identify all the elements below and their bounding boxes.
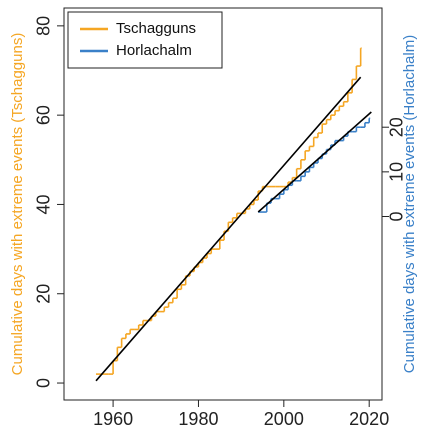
trend-line bbox=[257, 111, 372, 213]
y2-tick-label: 0 bbox=[387, 211, 407, 221]
y-tick-label: 20 bbox=[34, 284, 54, 304]
x-tick-label: 2020 bbox=[349, 409, 389, 429]
legend: Tschagguns Horlachalm bbox=[67, 11, 223, 69]
y-axis-label: Cumulative days with extreme events (Tsc… bbox=[9, 33, 26, 376]
legend-box bbox=[67, 11, 223, 69]
x-tick-label: 2000 bbox=[264, 409, 304, 429]
legend-label: Tschagguns bbox=[116, 20, 196, 37]
x-tick-label: 1980 bbox=[178, 409, 218, 429]
y2-tick-label: 20 bbox=[387, 117, 407, 137]
y2-tick-label: 10 bbox=[387, 162, 407, 182]
x-tick-label: 1960 bbox=[93, 409, 133, 429]
y-tick-label: 80 bbox=[34, 16, 54, 36]
y-tick-label: 40 bbox=[34, 194, 54, 214]
trend-line bbox=[95, 76, 362, 382]
y-tick-label: 60 bbox=[34, 105, 54, 125]
y2-axis-label: Cumulative days with extreme events (Hor… bbox=[401, 35, 418, 373]
legend-label: Horlachalm bbox=[116, 42, 192, 59]
y-tick-label: 0 bbox=[34, 378, 54, 388]
